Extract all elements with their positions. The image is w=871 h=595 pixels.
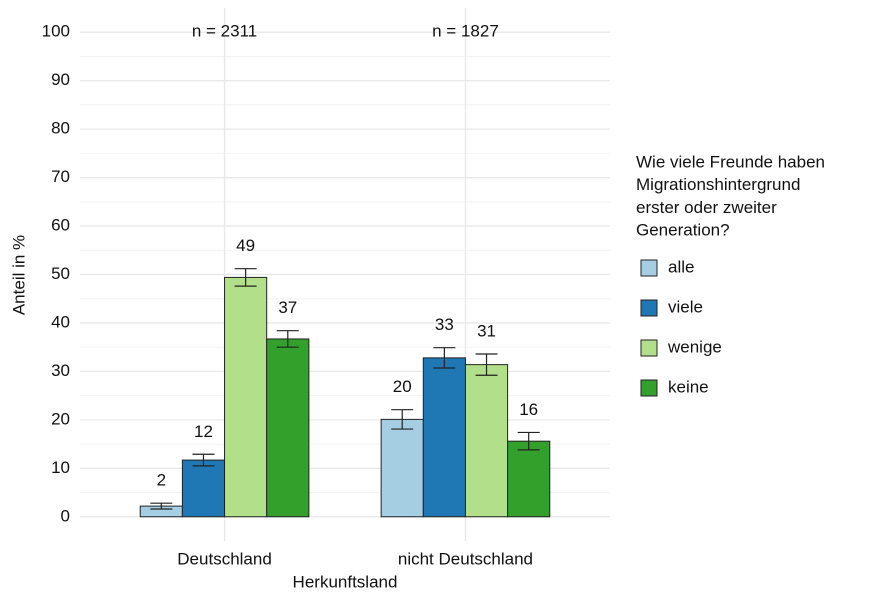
bar [422,357,466,518]
x-tick-label: nicht Deutschland [398,549,533,568]
y-tick-label: 90 [51,70,70,89]
error-bar [150,502,173,510]
legend-key [640,339,658,357]
y-tick-label: 30 [51,361,70,380]
y-tick-label: 50 [51,264,70,283]
annotation: n = 1827 [432,21,499,40]
value-label: 12 [194,422,213,441]
legend-label: wenige [667,337,722,356]
bar [266,338,310,518]
value-label: 20 [393,377,412,396]
x-tick-label: Deutschland [177,549,272,568]
value-label: 49 [236,236,255,255]
y-tick-label: 10 [51,458,70,477]
error-bar [234,268,257,287]
y-tick-label: 70 [51,167,70,186]
value-label: 37 [278,298,297,317]
y-tick-label: 100 [42,22,70,41]
legend-label: alle [668,257,694,276]
error-bar [433,347,456,369]
legend-title: Migrationshintergrund [636,175,800,194]
error-bar [391,409,414,430]
legend-title: Wie viele Freunde haben [636,152,825,171]
value-label: 31 [477,321,496,340]
value-label: 2 [157,471,166,490]
annotation: n = 2311 [192,21,257,40]
y-tick-label: 20 [51,409,70,428]
value-label: 33 [435,315,454,334]
legend-key [640,379,658,397]
y-axis-label: Anteil in % [9,235,28,315]
y-tick-label: 60 [51,216,70,235]
value-label: 16 [519,400,538,419]
legend-title: erster oder zweiter [636,198,777,217]
legend-title: Generation? [636,221,730,240]
bar [380,418,424,518]
y-tick-label: 40 [51,312,70,331]
bar [507,440,551,518]
y-tick-label: 0 [61,506,70,525]
error-bar [276,330,299,348]
x-axis-label: Herkunftsland [293,572,398,591]
legend-key [640,299,658,317]
legend-key [640,259,658,277]
error-bar [475,353,498,376]
bar [464,364,509,518]
bar [181,459,226,518]
bar [224,276,268,518]
y-tick-label: 80 [51,119,70,138]
error-bar [517,431,540,451]
legend-label: viele [668,297,703,316]
legend-label: keine [668,377,709,396]
error-bar [192,453,215,467]
